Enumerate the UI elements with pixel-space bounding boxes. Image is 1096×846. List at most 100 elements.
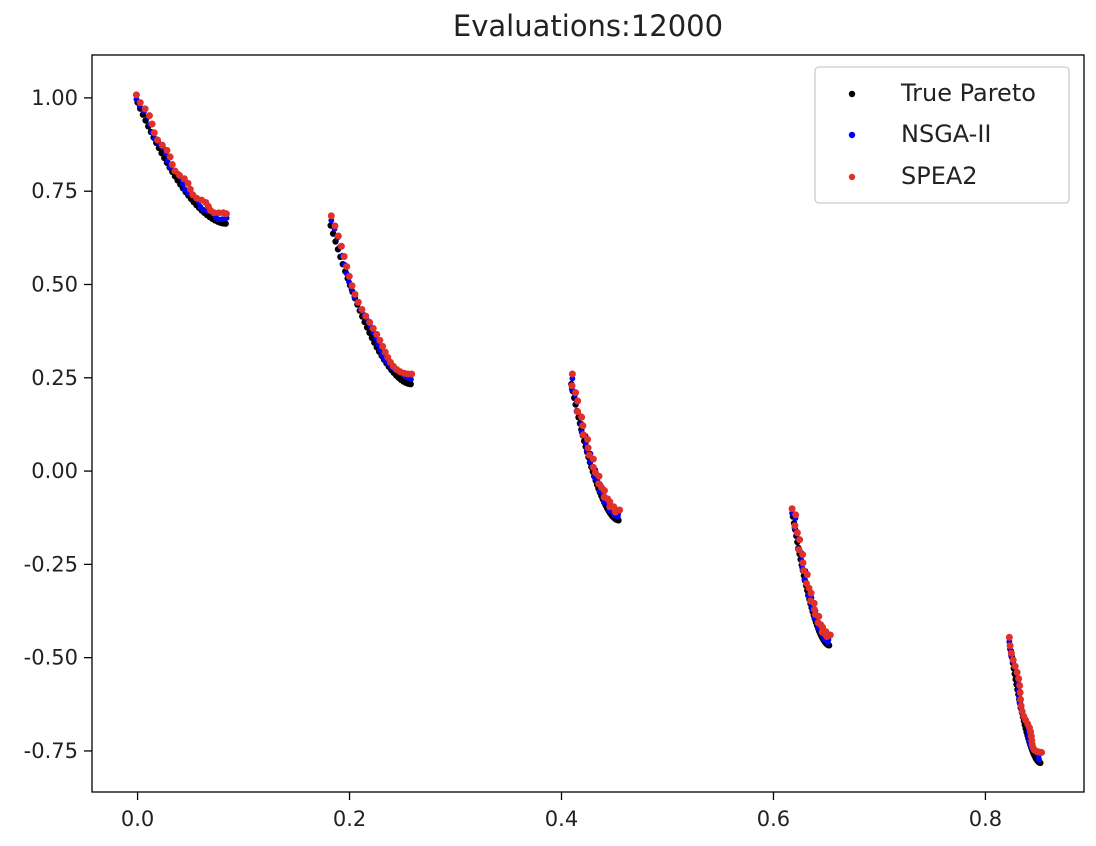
- spea2-point: [579, 431, 587, 439]
- nsga2-point: [219, 216, 226, 223]
- chart-title: Evaluations:12000: [453, 9, 723, 43]
- spea2-point: [799, 551, 807, 559]
- spea2-point: [574, 408, 582, 416]
- y-tick-label: 0.75: [31, 179, 78, 203]
- spea2-point: [331, 222, 339, 230]
- spea2-point: [574, 397, 582, 405]
- legend: True Pareto NSGA-II SPEA2: [814, 66, 1070, 204]
- spea2-point: [795, 546, 803, 554]
- spea2-point: [616, 506, 624, 514]
- spea2-point: [788, 505, 796, 513]
- spea2-point: [791, 522, 799, 530]
- spea2-point: [358, 305, 366, 313]
- nsga2-point: [180, 181, 186, 188]
- spea2-point: [373, 330, 381, 338]
- spea2-point: [379, 342, 387, 350]
- spea2-point: [1016, 681, 1024, 689]
- spea2-point: [1011, 662, 1019, 670]
- spea2-point: [334, 232, 342, 240]
- legend-label-true-pareto: True Pareto: [900, 79, 1036, 107]
- spea2-point: [136, 99, 144, 107]
- spea2-point: [381, 348, 389, 356]
- spea2-point: [141, 105, 149, 113]
- x-tick-label: 0.2: [333, 807, 366, 831]
- spea2-point: [807, 589, 815, 597]
- spea2-point: [343, 263, 351, 271]
- spea2-point: [606, 498, 614, 506]
- spea2-point: [327, 212, 335, 220]
- nsga2-point: [1036, 756, 1043, 763]
- y-tick-label: 1.00: [31, 86, 78, 110]
- spea2-point: [589, 455, 597, 463]
- spea2-point: [578, 413, 586, 421]
- spea2-point: [186, 185, 194, 193]
- spea2-point: [145, 112, 153, 120]
- plot-points: [132, 91, 1046, 767]
- spea2-point: [132, 91, 140, 99]
- legend-marker-nsga2: [848, 131, 856, 139]
- spea2-point: [584, 435, 592, 443]
- true-pareto-point: [407, 380, 414, 388]
- y-tick-label: -0.50: [24, 646, 78, 670]
- true-pareto-point: [329, 230, 337, 237]
- spea2-point: [1017, 695, 1025, 703]
- true-pareto-point: [222, 220, 229, 227]
- y-tick-label: 0.50: [31, 272, 78, 296]
- spea2-point: [345, 272, 353, 280]
- spea2-point: [1007, 649, 1015, 657]
- nsga2-point: [824, 639, 831, 646]
- spea2-point: [799, 559, 807, 567]
- spea2-point: [163, 146, 171, 154]
- spea2-point: [222, 210, 230, 218]
- legend-marker-true-pareto: [848, 90, 856, 98]
- spea2-point: [354, 298, 362, 306]
- spea2-point: [158, 141, 166, 149]
- x-tick-label: 0.6: [757, 807, 790, 831]
- spea2-point: [154, 136, 162, 144]
- spea2-point: [1009, 656, 1017, 664]
- spea2-point: [376, 336, 384, 344]
- spea2-point: [589, 463, 597, 471]
- spea2-point: [815, 612, 823, 620]
- spea2-point: [792, 511, 800, 519]
- spea2-point: [826, 631, 834, 639]
- spea2-point: [572, 389, 580, 397]
- y-tick-label: 0.00: [31, 459, 78, 483]
- spea2-point: [579, 422, 587, 430]
- spea2-point: [595, 472, 603, 480]
- spea2-point: [171, 167, 179, 175]
- spea2-point: [1013, 668, 1021, 676]
- y-axis: 1.00 0.75 0.50 0.25 0.00 -0.25 -0.50 -0.75: [24, 86, 92, 763]
- spea2-point: [175, 171, 183, 179]
- spea2-point: [408, 370, 416, 378]
- spea2-point: [793, 529, 801, 537]
- spea2-point: [351, 290, 359, 298]
- spea2-point: [168, 160, 176, 168]
- spea2-point: [1006, 642, 1014, 650]
- plot-frame: [91, 54, 1085, 793]
- spea2-point: [1015, 675, 1023, 683]
- x-axis: 0.0 0.2 0.4 0.6 0.8: [121, 792, 1002, 831]
- nsga2-point: [408, 376, 414, 383]
- spea2-point: [369, 324, 377, 332]
- spea2-point: [148, 120, 156, 128]
- x-tick-label: 0.4: [545, 807, 578, 831]
- spea2-point: [1005, 633, 1013, 641]
- y-tick-label: -0.75: [24, 739, 78, 763]
- spea2-point: [568, 370, 576, 378]
- spea2-point: [184, 179, 192, 187]
- spea2-point: [1038, 748, 1046, 756]
- x-tick-label: 0.0: [121, 807, 154, 831]
- spea2-point: [166, 153, 174, 161]
- legend-box: [814, 66, 1070, 204]
- spea2-point: [337, 242, 345, 250]
- spea2-point: [810, 599, 818, 607]
- spea2-point: [803, 571, 811, 579]
- spea2-point: [366, 318, 374, 326]
- legend-marker-spea2: [848, 173, 856, 181]
- spea2-point: [568, 382, 576, 390]
- y-tick-label: -0.25: [24, 552, 78, 576]
- spea2-point: [348, 282, 356, 290]
- spea2-point: [340, 252, 348, 260]
